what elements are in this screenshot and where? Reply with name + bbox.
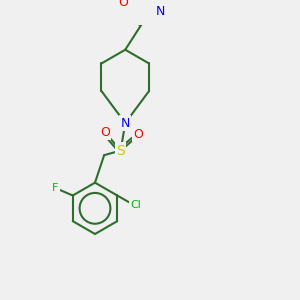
Text: O: O xyxy=(118,0,128,10)
Text: F: F xyxy=(52,183,58,193)
Text: O: O xyxy=(100,126,110,139)
Text: N: N xyxy=(121,117,130,130)
Text: N: N xyxy=(155,5,165,18)
Text: O: O xyxy=(133,128,143,141)
Text: S: S xyxy=(116,144,125,158)
Text: Cl: Cl xyxy=(130,200,141,210)
